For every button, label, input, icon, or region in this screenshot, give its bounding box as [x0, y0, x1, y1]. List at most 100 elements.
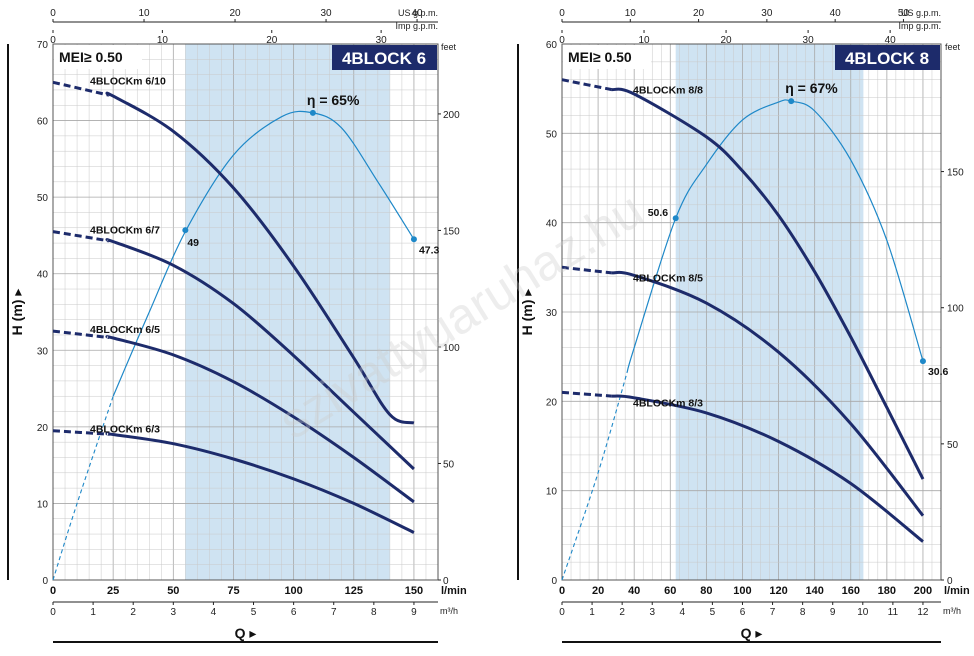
head-curve: [105, 238, 415, 471]
feet-tick-label: 0: [443, 576, 449, 587]
head-curve-dashed: [52, 80, 109, 97]
us-gpm-unit: US g.p.m.: [901, 8, 941, 18]
m3h-tick-label: 1: [90, 607, 96, 618]
series-label: 4BLOCKm 6/3: [90, 424, 160, 436]
feet-unit: feet: [441, 42, 457, 52]
efficiency-curve: [112, 110, 415, 397]
mei-label: MEI≥ 0.50: [568, 49, 632, 65]
feet-tick-label: 50: [443, 459, 455, 470]
x-tick-label: 100: [284, 585, 302, 597]
efficiency-peak-label: η = 65%: [307, 92, 360, 108]
y-tick-label: 70: [37, 40, 49, 51]
head-curve-dashed: [52, 429, 109, 436]
head-curve-dashed: [561, 390, 612, 398]
us-gpm-unit: US g.p.m.: [398, 8, 438, 18]
m3h-tick-label: 0: [50, 607, 56, 618]
m3h-tick-label: 4: [680, 607, 686, 618]
x-tick-label: 140: [805, 585, 823, 597]
y-tick-label: 0: [42, 576, 48, 587]
head-curve: [611, 394, 924, 543]
m3h-tick-label: 2: [130, 607, 136, 618]
y-tick-label: 10: [546, 487, 558, 498]
y-tick-label: 50: [37, 193, 49, 204]
title-badge: [332, 45, 437, 70]
m3h-tick-label: 6: [291, 607, 297, 618]
y-axis-title: H (m) ▸: [519, 289, 535, 336]
x-tick-label: 20: [592, 585, 604, 597]
head-curve: [611, 270, 925, 517]
feet-tick-label: 0: [947, 576, 953, 587]
x-tick-label: 50: [167, 585, 179, 597]
m3h-tick-label: 12: [917, 607, 929, 618]
efficiency-curve-dashed: [52, 396, 114, 581]
imp-gpm-tick-label: 20: [266, 35, 278, 46]
efficiency-curve: [626, 99, 924, 373]
us-gpm-tick-label: 40: [412, 8, 424, 19]
m3h-tick-label: 7: [331, 607, 337, 618]
m3h-tick-label: 8: [371, 607, 377, 618]
feet-tick-label: 100: [443, 343, 460, 354]
us-gpm-tick-label: 50: [898, 8, 910, 19]
imp-gpm-unit: Imp g.p.m.: [898, 21, 941, 31]
x-axis-title: Q ▸: [741, 625, 763, 641]
efficiency-point-label: 49: [187, 237, 199, 249]
y-tick-label: 20: [546, 397, 558, 408]
x-unit: l/min: [441, 585, 467, 597]
feet-unit: feet: [945, 42, 961, 52]
m3h-tick-label: 2: [619, 607, 625, 618]
y-tick-label: 30: [546, 308, 558, 319]
series-label: 4BLOCKm 6/10: [90, 75, 166, 87]
efficiency-point-label: 50.6: [648, 207, 669, 219]
imp-gpm-tick-label: 30: [803, 35, 815, 46]
mei-box: [54, 45, 142, 69]
y-tick-label: 20: [37, 423, 49, 434]
chart-title: 4BLOCK 8: [845, 49, 929, 68]
mei-label: MEI≥ 0.50: [59, 49, 123, 65]
x-tick-label: 0: [559, 585, 565, 597]
series-label: 4BLOCKm 8/8: [633, 85, 703, 97]
m3h-unit: m³/h: [943, 606, 961, 616]
feet-tick-label: 100: [947, 304, 964, 315]
feet-tick-label: 50: [947, 440, 959, 451]
head-curve: [105, 91, 415, 425]
x-tick-label: 150: [405, 585, 423, 597]
x-tick-label: 75: [227, 585, 239, 597]
imp-gpm-tick-label: 40: [885, 35, 897, 46]
feet-tick-label: 150: [443, 226, 460, 237]
feet-tick-label: 150: [947, 168, 964, 179]
x-unit: l/min: [944, 585, 970, 597]
m3h-tick-label: 9: [411, 607, 417, 618]
m3h-tick-label: 11: [888, 607, 899, 618]
us-gpm-tick-label: 30: [761, 8, 773, 19]
title-badge: [835, 45, 940, 70]
efficiency-point: [788, 98, 795, 105]
y-tick-label: 30: [37, 346, 49, 357]
head-curve: [611, 87, 925, 480]
m3h-tick-label: 6: [740, 607, 746, 618]
efficiency-peak-label: η = 67%: [785, 80, 838, 96]
series-label: 4BLOCKm 8/5: [633, 272, 703, 284]
imp-gpm-unit: Imp g.p.m.: [395, 21, 438, 31]
us-gpm-tick-label: 20: [693, 8, 705, 19]
x-axis-title: Q ▸: [235, 625, 257, 641]
imp-gpm-tick-label: 10: [638, 35, 650, 46]
y-tick-label: 60: [546, 40, 558, 51]
m3h-tick-label: 3: [171, 607, 177, 618]
us-gpm-tick-label: 10: [138, 8, 150, 19]
us-gpm-tick-label: 40: [830, 8, 842, 19]
imp-gpm-tick-label: 30: [376, 35, 388, 46]
m3h-tick-label: 0: [559, 607, 565, 618]
x-tick-label: 125: [345, 585, 363, 597]
m3h-tick-label: 5: [710, 607, 716, 618]
imp-gpm-tick-label: 0: [559, 35, 565, 46]
operating-band: [185, 44, 390, 580]
plot-frame: [52, 43, 439, 581]
y-tick-label: 40: [37, 270, 49, 281]
mei-box: [563, 45, 651, 69]
x-tick-label: 40: [628, 585, 640, 597]
x-tick-label: 60: [664, 585, 676, 597]
m3h-tick-label: 8: [800, 607, 806, 618]
imp-gpm-tick-label: 0: [50, 35, 56, 46]
